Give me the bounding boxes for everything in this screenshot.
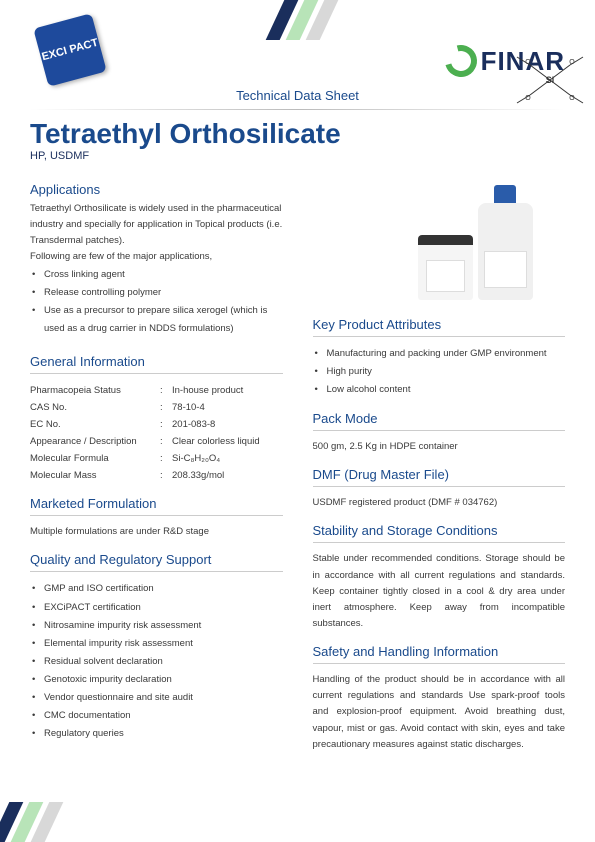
bottle-small-icon: [418, 235, 473, 300]
list-item: Cross linking agent: [30, 266, 283, 284]
quality-list: GMP and ISO certification EXCiPACT certi…: [30, 580, 283, 742]
table-row: Molecular Formula:Si-C₈H₂₀O₄: [30, 450, 283, 467]
list-item: Low alcohol content: [313, 381, 566, 399]
dmf-heading: DMF (Drug Master File): [313, 455, 566, 482]
info-label: Molecular Mass: [30, 467, 160, 484]
list-item: GMP and ISO certification: [30, 580, 283, 598]
general-info-heading: General Information: [30, 342, 283, 369]
section-divider: [30, 571, 283, 572]
list-item: Elemental impurity risk assessment: [30, 635, 283, 653]
list-item: CMC documentation: [30, 707, 283, 725]
info-value: Si-C₈H₂₀O₄: [172, 450, 283, 467]
excipact-badge: EXCI PACT: [33, 13, 106, 86]
stability-text: Stable under recommended conditions. Sto…: [313, 551, 566, 632]
list-item: Regulatory queries: [30, 725, 283, 743]
section-divider: [30, 373, 283, 374]
info-value: 208.33g/mol: [172, 467, 283, 484]
table-row: Molecular Mass:208.33g/mol: [30, 467, 283, 484]
attributes-list: Manufacturing and packing under GMP envi…: [313, 345, 566, 399]
table-row: CAS No.:78-10-4: [30, 399, 283, 416]
safety-text: Handling of the product should be in acc…: [313, 672, 566, 753]
list-item: Genotoxic impurity declaration: [30, 671, 283, 689]
section-divider: [30, 515, 283, 516]
product-title: Tetraethyl Orthosilicate: [0, 110, 595, 150]
product-subtitle: HP, USDMF: [0, 150, 595, 170]
info-label: CAS No.: [30, 399, 160, 416]
applications-intro-1: Tetraethyl Orthosilicate is widely used …: [30, 201, 283, 249]
svg-text:O: O: [525, 59, 531, 66]
table-row: EC No.:201-083-8: [30, 416, 283, 433]
marketed-text: Multiple formulations are under R&D stag…: [30, 524, 283, 540]
info-value: 78-10-4: [172, 399, 283, 416]
corner-decoration-bottom: [0, 802, 110, 842]
list-item: Vendor questionnaire and site audit: [30, 689, 283, 707]
badge-text: EXCI PACT: [40, 37, 99, 64]
pack-heading: Pack Mode: [313, 399, 566, 426]
finar-logo-icon: [439, 39, 483, 83]
pack-text: 500 gm, 2.5 Kg in HDPE container: [313, 439, 566, 455]
info-value: Clear colorless liquid: [172, 433, 283, 450]
safety-heading: Safety and Handling Information: [313, 632, 566, 659]
list-item: Use as a precursor to prepare silica xer…: [30, 302, 283, 338]
section-divider: [313, 663, 566, 664]
content-area: Applications Tetraethyl Orthosilicate is…: [0, 170, 595, 753]
svg-text:O: O: [569, 95, 575, 102]
applications-list: Cross linking agent Release controlling …: [30, 266, 283, 338]
left-column: Applications Tetraethyl Orthosilicate is…: [30, 170, 283, 753]
svg-text:O: O: [569, 59, 575, 66]
list-item: EXCiPACT certification: [30, 599, 283, 617]
quality-heading: Quality and Regulatory Support: [30, 540, 283, 567]
list-item: Release controlling polymer: [30, 284, 283, 302]
info-value: In-house product: [172, 382, 283, 399]
list-item: Nitrosamine impurity risk assessment: [30, 617, 283, 635]
applications-intro-2: Following are few of the major applicati…: [30, 249, 283, 265]
svg-text:Si: Si: [546, 75, 555, 85]
list-item: High purity: [313, 363, 566, 381]
info-label: Molecular Formula: [30, 450, 160, 467]
product-image: [385, 170, 565, 300]
info-label: EC No.: [30, 416, 160, 433]
attributes-heading: Key Product Attributes: [313, 305, 566, 332]
list-item: Manufacturing and packing under GMP envi…: [313, 345, 566, 363]
table-row: Pharmacopeia Status:In-house product: [30, 382, 283, 399]
section-divider: [313, 486, 566, 487]
general-info-table: Pharmacopeia Status:In-house product CAS…: [30, 382, 283, 485]
list-item: Residual solvent declaration: [30, 653, 283, 671]
info-label: Pharmacopeia Status: [30, 382, 160, 399]
applications-heading: Applications: [30, 170, 283, 197]
info-label: Appearance / Description: [30, 433, 160, 450]
info-value: 201-083-8: [172, 416, 283, 433]
section-divider: [313, 430, 566, 431]
stability-heading: Stability and Storage Conditions: [313, 511, 566, 538]
section-divider: [313, 336, 566, 337]
table-row: Appearance / Description:Clear colorless…: [30, 433, 283, 450]
dmf-text: USDMF registered product (DMF # 034762): [313, 495, 566, 511]
section-divider: [313, 542, 566, 543]
right-column: Key Product Attributes Manufacturing and…: [313, 170, 566, 753]
marketed-heading: Marketed Formulation: [30, 484, 283, 511]
molecule-diagram-icon: Si O O O O: [505, 45, 595, 115]
svg-text:O: O: [525, 95, 531, 102]
bottle-large-icon: [478, 185, 533, 300]
